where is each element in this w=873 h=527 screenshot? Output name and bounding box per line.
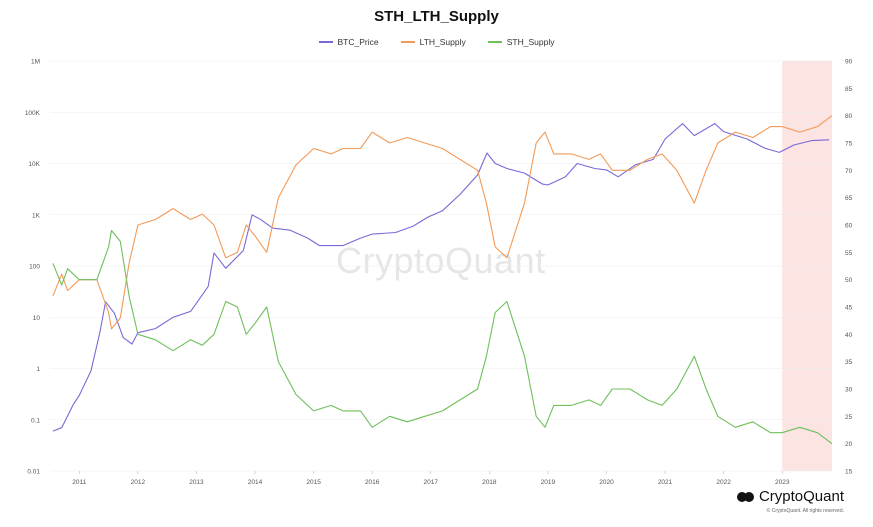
y-left-tick-label: 100K [25,110,41,117]
series-line-sth-supply [52,229,833,445]
copyright: © CryptoQuant. All rights reserved. [766,508,844,514]
x-tick-label: 2012 [131,479,146,486]
y-left-tick-label: 0.1 [31,417,40,424]
legend-label-btc-price: BTC_Price [337,37,379,47]
x-tick-label: 2020 [599,479,614,486]
series-line-lth-supply [52,115,833,330]
cryptoquant-logo-icon [736,490,755,504]
y-right-tick-label: 15 [845,469,853,476]
x-tick-label: 2018 [482,479,497,486]
brand-logo: CryptoQuant [736,488,844,505]
x-tick-label: 2019 [541,479,556,486]
y-left-tick-label: 1M [31,59,40,66]
y-left-tick-label: 0.01 [27,469,40,476]
y-right-tick-label: 65 [845,195,853,202]
legend-item-sth-supply[interactable]: STH_Supply [487,37,555,47]
y-right-tick-label: 75 [845,141,853,148]
x-tick-label: 2017 [424,479,439,486]
y-right-tick-label: 30 [845,387,853,394]
legend-item-lth-supply[interactable]: LTH_Supply [400,37,466,47]
y-left-tick-label: 10 [33,315,41,322]
legend: BTC_Price LTH_Supply STH_Supply [0,37,873,47]
legend-label-lth-supply: LTH_Supply [419,37,466,47]
y-right-tick-label: 60 [845,223,853,230]
x-tick-label: 2011 [72,479,86,486]
y-right-tick-label: 35 [845,359,853,366]
y-right-tick-label: 50 [845,277,853,284]
series-line-btc-price [52,123,830,432]
legend-swatch-btc-price [318,41,333,43]
y-right-tick-label: 55 [845,250,853,257]
x-tick-label: 2016 [365,479,380,486]
brand-name: CryptoQuant [758,488,844,505]
y-right-tick-label: 80 [845,113,853,120]
y-right-tick-label: 40 [845,332,853,339]
y-left-tick-label: 1 [36,366,40,373]
y-left-tick-label: 10K [28,161,40,168]
y-right-tick-label: 90 [845,59,853,66]
x-tick-label: 2022 [716,479,731,486]
y-right-tick-label: 85 [845,86,853,93]
legend-item-btc-price[interactable]: BTC_Price [318,37,379,47]
x-tick-label: 2015 [306,479,321,486]
y-right-tick-label: 20 [845,441,853,448]
x-tick-label: 2021 [658,479,673,486]
y-left-tick-label: 1K [32,212,41,219]
legend-swatch-lth-supply [400,41,415,43]
y-right-tick-label: 45 [845,305,853,312]
legend-label-sth-supply: STH_Supply [506,37,555,47]
y-left-tick-label: 100 [29,264,40,271]
x-tick-label: 2013 [189,479,204,486]
y-right-tick-label: 70 [845,168,853,175]
chart-title: STH_LTH_Supply [374,8,499,25]
x-tick-label: 2014 [248,479,263,486]
y-right-tick-label: 25 [845,414,853,421]
x-tick-label: 2023 [775,479,790,486]
legend-swatch-sth-supply [487,41,502,43]
